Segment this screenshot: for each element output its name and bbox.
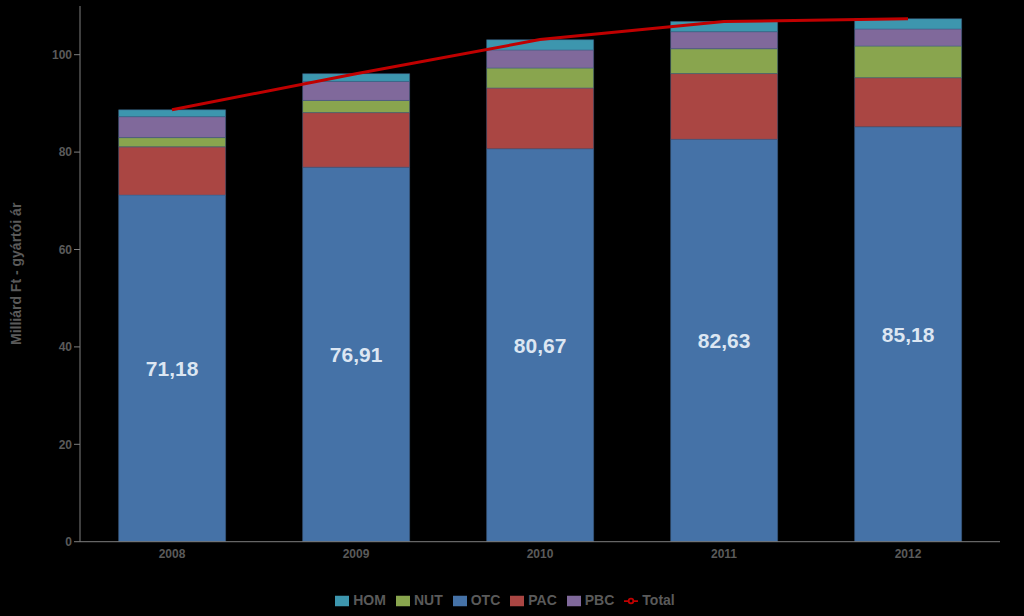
svg-text:80: 80 bbox=[59, 145, 73, 159]
html-text:Total: Total bbox=[642, 591, 675, 608]
svg-text:100: 100 bbox=[52, 48, 72, 62]
html-text:PBC: PBC bbox=[584, 591, 615, 608]
svg-text:2011: 2011 bbox=[711, 547, 737, 561]
svg-text:Milliárd Ft - gyártói ár: Milliárd Ft - gyártói ár bbox=[8, 202, 24, 345]
html-text:NUT: NUT bbox=[413, 591, 443, 608]
svg-text:76,91: 76,91 bbox=[330, 343, 383, 366]
html-text:OTC: OTC bbox=[470, 591, 501, 608]
svg-text:0: 0 bbox=[65, 535, 72, 549]
svg-text:85,18: 85,18 bbox=[882, 323, 935, 346]
svg-text:2010: 2010 bbox=[527, 547, 554, 561]
svg-text:82,63: 82,63 bbox=[698, 329, 751, 352]
svg-text:2012: 2012 bbox=[895, 547, 922, 561]
svg-text:60: 60 bbox=[59, 243, 73, 257]
svg-text:40: 40 bbox=[59, 340, 73, 354]
svg-text:71,18: 71,18 bbox=[146, 357, 199, 380]
svg-text:20: 20 bbox=[59, 438, 73, 452]
html-text:PAC: PAC bbox=[528, 591, 557, 608]
svg-text:2009: 2009 bbox=[343, 547, 370, 561]
html-text:HOM: HOM bbox=[353, 591, 386, 608]
svg-text:2008: 2008 bbox=[159, 547, 186, 561]
svg-text:80,67: 80,67 bbox=[514, 334, 567, 357]
